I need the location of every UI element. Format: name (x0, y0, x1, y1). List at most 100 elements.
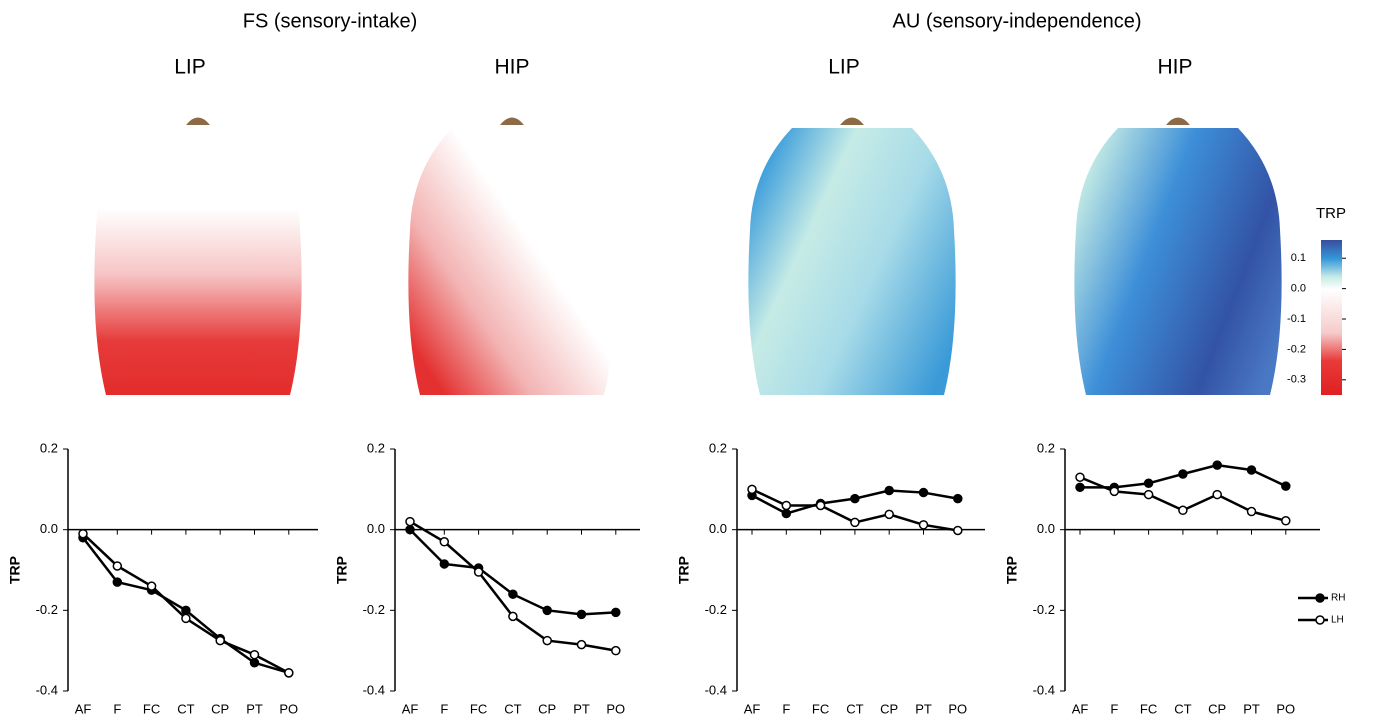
y-tick-label: -0.4 (36, 682, 58, 697)
y-tick-label: 0.2 (1037, 440, 1055, 455)
x-tick-label: PT (246, 701, 263, 716)
x-tick-label: CT (1174, 701, 1191, 716)
legend-marker (1315, 593, 1325, 603)
y-tick-label: -0.4 (1033, 682, 1055, 697)
data-point (1109, 486, 1120, 497)
data-point (576, 609, 587, 620)
colorbar-tick-label: 0.0 (1291, 283, 1306, 295)
y-tick-label: -0.4 (363, 682, 385, 697)
data-point (1246, 465, 1257, 475)
data-point (249, 658, 260, 668)
data-point (1212, 460, 1222, 470)
data-point (611, 645, 621, 656)
legend-marker (1315, 615, 1325, 625)
x-tick-label: AF (744, 701, 761, 716)
y-tick-label: 0.0 (709, 521, 727, 536)
data-point (850, 517, 860, 528)
x-tick-label: PO (279, 701, 298, 716)
y-axis-label: TRP (7, 556, 23, 584)
x-tick-label: AF (1072, 701, 1089, 716)
x-tick-label: PO (1276, 701, 1295, 716)
data-point (1212, 489, 1222, 500)
colorbar-title: TRP (1316, 205, 1346, 222)
data-point (146, 581, 157, 591)
x-tick-label: F (1110, 701, 1118, 716)
data-point (953, 493, 963, 504)
x-tick-label: F (113, 701, 121, 716)
data-point (439, 537, 450, 547)
head-map (94, 117, 302, 395)
x-tick-label: FC (143, 701, 160, 716)
y-tick-label: 0.0 (1037, 521, 1055, 536)
data-point (508, 611, 518, 622)
data-point (953, 525, 963, 536)
data-point (473, 567, 484, 577)
data-point (576, 639, 587, 650)
data-point (1143, 478, 1154, 489)
x-tick-label: PO (606, 701, 625, 716)
data-point (1143, 489, 1154, 500)
y-axis-label: TRP (676, 556, 692, 584)
x-tick-label: AF (402, 701, 419, 716)
data-point (112, 561, 123, 571)
data-point (181, 613, 191, 624)
data-point (249, 649, 260, 660)
x-tick-label: PT (915, 701, 932, 716)
y-tick-label: -0.2 (363, 602, 385, 617)
data-point (181, 605, 191, 616)
y-tick-label: -0.4 (705, 682, 727, 697)
x-tick-label: PT (1243, 701, 1260, 716)
x-tick-label: FC (470, 701, 487, 716)
x-tick-label: AF (75, 701, 92, 716)
x-tick-label: CT (504, 701, 521, 716)
y-tick-label: 0.2 (709, 440, 727, 455)
colorbar-tick-label: 0.1 (1291, 252, 1306, 264)
y-tick-label: 0.0 (367, 521, 385, 536)
data-point (1281, 481, 1291, 491)
x-tick-label: PT (573, 701, 590, 716)
x-tick-label: CP (1208, 701, 1226, 716)
data-point (405, 524, 415, 535)
data-point (884, 485, 894, 496)
y-tick-label: 0.0 (40, 521, 58, 536)
map-title: HIP (1157, 56, 1192, 79)
data-point (747, 484, 757, 495)
y-axis-label: TRP (334, 556, 350, 584)
data-point (78, 528, 88, 539)
x-tick-label: FC (812, 701, 829, 716)
y-tick-label: -0.2 (36, 602, 58, 617)
data-point (1281, 516, 1291, 526)
group-title: AU (sensory-independence) (892, 10, 1141, 32)
data-point (781, 500, 792, 511)
y-tick-label: 0.2 (367, 440, 385, 455)
data-point (1178, 505, 1188, 516)
y-tick-label: 0.2 (40, 440, 58, 455)
map-title: LIP (828, 56, 860, 79)
data-point (215, 635, 225, 646)
y-tick-label: -0.2 (705, 602, 727, 617)
head-map (1074, 117, 1282, 395)
colorbar-tick-label: -0.3 (1287, 374, 1306, 386)
x-tick-label: CP (880, 701, 898, 716)
legend-label: RH (1331, 593, 1345, 604)
colorbar-tick-label: -0.2 (1287, 343, 1306, 355)
data-point (405, 516, 415, 527)
x-tick-label: CP (538, 701, 556, 716)
head-map (748, 117, 956, 395)
data-point (850, 493, 860, 504)
group-title: FS (sensory-intake) (243, 10, 418, 32)
data-point (284, 668, 294, 678)
x-tick-label: F (782, 701, 790, 716)
data-point (918, 520, 929, 530)
data-point (439, 559, 450, 569)
map-title: HIP (494, 56, 529, 79)
data-point (1246, 506, 1257, 517)
data-point (508, 589, 518, 599)
y-tick-label: -0.2 (1033, 602, 1055, 617)
data-point (611, 607, 621, 618)
data-point (542, 635, 552, 646)
y-axis-label: TRP (1004, 556, 1020, 584)
x-tick-label: CT (177, 701, 194, 716)
map-title: LIP (174, 56, 206, 79)
